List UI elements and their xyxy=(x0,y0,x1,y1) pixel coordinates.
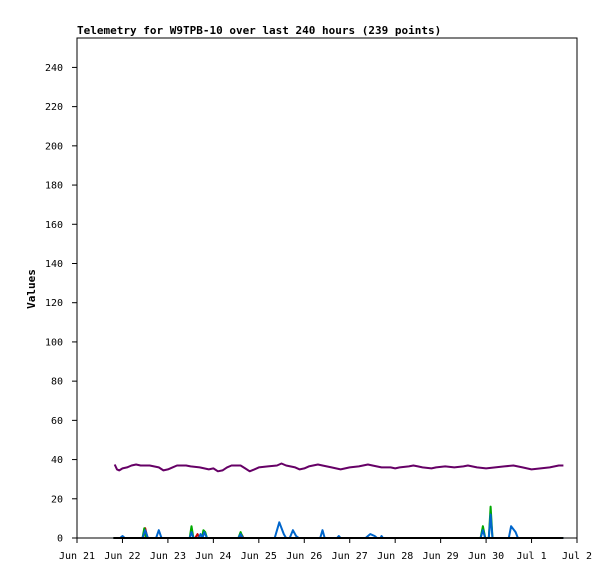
x-tick-label: Jun 25 xyxy=(241,551,277,562)
y-tick-label: 100 xyxy=(45,337,63,348)
y-tick-label: 180 xyxy=(45,181,63,192)
x-axis: Jun 21 Jun 22 Jun 23 Jun 24 Jun 25 Jun 26 Jun … xyxy=(59,538,592,562)
series-layer xyxy=(113,462,564,539)
y-tick-label: 140 xyxy=(45,259,63,270)
y-axis: 0 20 40 60 80 100 120 140 160 180 200 220 240 xyxy=(45,63,77,545)
series-line-4 xyxy=(113,513,564,539)
x-tick-label: Jul 2 xyxy=(562,551,592,562)
y-axis-title: Values xyxy=(25,269,38,309)
chart-title: Telemetry for W9TPB-10 over last 240 hou… xyxy=(77,24,441,37)
x-tick-label: Jun 26 xyxy=(286,551,322,562)
x-tick-label: Jun 24 xyxy=(195,551,231,562)
y-tick-label: 60 xyxy=(51,416,63,427)
x-tick-label: Jun 28 xyxy=(377,551,413,562)
x-tick-label: Jun 29 xyxy=(423,551,459,562)
y-tick-label: 240 xyxy=(45,63,63,74)
y-tick-label: 0 xyxy=(57,534,63,545)
series-line-1 xyxy=(113,462,564,473)
y-tick-label: 200 xyxy=(45,141,63,152)
plot-frame xyxy=(76,37,578,539)
y-tick-label: 220 xyxy=(45,102,63,113)
y-tick-label: 160 xyxy=(45,220,63,231)
y-tick-label: 20 xyxy=(51,494,63,505)
y-tick-label: 40 xyxy=(51,455,63,466)
x-tick-label: Jun 30 xyxy=(468,551,504,562)
x-tick-label: Jun 22 xyxy=(104,551,140,562)
x-tick-label: Jun 21 xyxy=(59,551,95,562)
x-tick-label: Jun 27 xyxy=(332,551,368,562)
x-tick-label: Jun 23 xyxy=(150,551,186,562)
y-tick-label: 120 xyxy=(45,298,63,309)
x-tick-label: Jul 1 xyxy=(516,551,546,562)
y-tick-label: 80 xyxy=(51,377,63,388)
